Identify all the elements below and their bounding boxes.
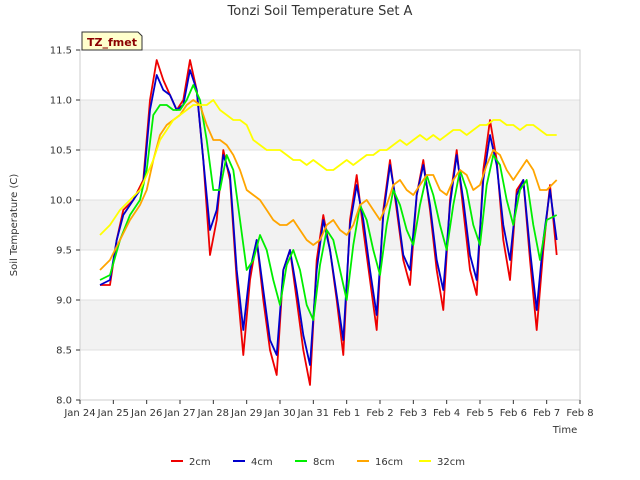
y-tick-label: 9.0 (56, 296, 72, 307)
legend-label: 2cm (189, 457, 211, 468)
series-layer (99, 59, 558, 386)
x-tick-label: Jan 31 (297, 408, 329, 419)
legend-item-32cm: 32cm (419, 457, 465, 468)
y-tick-label: 10.5 (50, 146, 72, 157)
series-line-16cm (99, 99, 558, 271)
x-tick-label: Feb 3 (400, 408, 427, 419)
grid-band (80, 100, 580, 150)
legend-label: 32cm (437, 457, 465, 468)
x-tick-label: Feb 8 (566, 408, 593, 419)
legend-item-4cm: 4cm (233, 457, 273, 468)
x-tick-label: Jan 29 (230, 408, 262, 419)
series-line-32cm (99, 99, 557, 236)
station-badge: TZ_fmet (81, 31, 143, 51)
x-tick-label: Feb 2 (366, 408, 393, 419)
y-tick-label: 11.5 (50, 46, 72, 57)
x-axis: Jan 24 Jan 25 Jan 26 Jan 27 Jan 28 Jan 29 Jan … (63, 400, 594, 419)
x-tick-label: Jan 24 (63, 408, 95, 419)
y-tick-label: 11.0 (50, 96, 72, 107)
badge-box (81, 31, 143, 51)
plot-frame (79, 49, 581, 401)
x-tick-label: Feb 1 (333, 408, 360, 419)
x-tick-label: Jan 30 (263, 408, 295, 419)
legend-label: 16cm (375, 457, 403, 468)
legend-item-8cm: 8cm (295, 457, 335, 468)
plot-area (80, 50, 580, 400)
y-axis-label: Soil Temperature (C) (9, 174, 20, 277)
y-tick-label: 8.5 (56, 346, 72, 357)
x-tick-label: Feb 5 (466, 408, 493, 419)
legend-label: 8cm (313, 457, 335, 468)
y-tick-label: 8.0 (56, 396, 72, 407)
x-tick-label: Jan 26 (130, 408, 162, 419)
series-line-4cm (99, 69, 558, 366)
chart-title: Tonzi Soil Temperature Set A (227, 4, 413, 19)
x-tick-label: Feb 6 (500, 408, 527, 419)
legend-item-2cm: 2cm (171, 457, 211, 468)
y-axis: 8.0 8.5 9.0 9.5 10.0 10.5 11.0 11.5 (50, 46, 80, 407)
y-tick-label: 10.0 (50, 196, 72, 207)
series-line-8cm (99, 84, 558, 321)
x-axis-label: Time (552, 425, 577, 436)
legend: 2cm 4cm 8cm 16cm 32cm (171, 457, 465, 468)
x-tick-label: Feb 4 (433, 408, 460, 419)
badge-label: TZ_fmet (87, 36, 137, 49)
grid-band (80, 300, 580, 350)
grid-band (80, 200, 580, 250)
legend-item-16cm: 16cm (357, 457, 403, 468)
x-tick-label: Feb 7 (533, 408, 560, 419)
x-tick-label: Jan 28 (197, 408, 229, 419)
x-tick-label: Jan 27 (163, 408, 195, 419)
y-tick-label: 9.5 (56, 246, 72, 257)
x-tick-label: Jan 25 (97, 408, 129, 419)
legend-label: 4cm (251, 457, 273, 468)
